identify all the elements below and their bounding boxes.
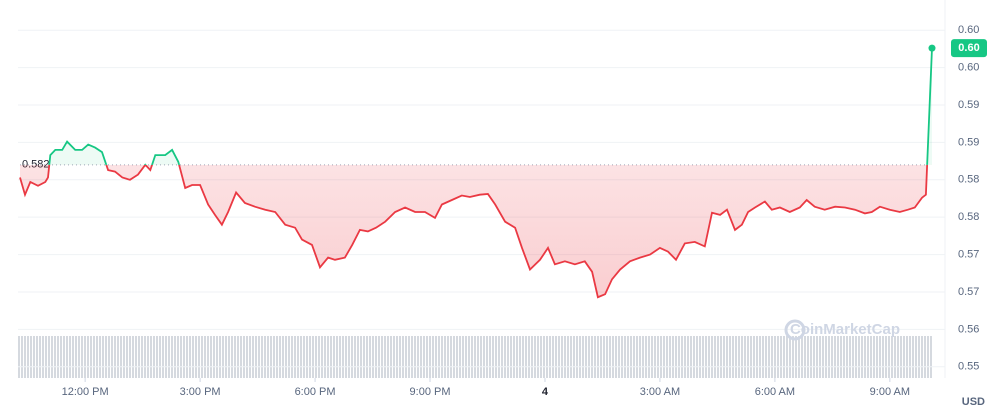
area-down	[20, 164, 928, 298]
currency-label: USD	[962, 396, 985, 408]
y-tick-label: 0.60	[958, 61, 979, 73]
price-tag	[951, 39, 987, 58]
x-tick-label: 6:00 PM	[295, 386, 336, 398]
last-point	[928, 44, 936, 52]
price-tag-label: 0.60	[958, 42, 979, 54]
x-tick-label: 12:00 PM	[62, 386, 109, 398]
x-tick-label: 3:00 AM	[640, 386, 680, 398]
y-tick-label: 0.59	[958, 99, 979, 111]
price-line-down	[19, 164, 929, 299]
x-tick-label: 6:00 AM	[755, 386, 795, 398]
x-tick-label: 3:00 PM	[180, 386, 221, 398]
y-tick-label: 0.57	[958, 248, 979, 260]
watermark: CoinMarketCap	[790, 321, 900, 338]
y-tick-label: 0.59	[958, 136, 979, 148]
x-tick-label: 9:00 PM	[410, 386, 451, 398]
y-tick-label: 0.58	[958, 174, 979, 186]
x-tick-label: 4	[542, 386, 549, 398]
y-tick-label: 0.55	[958, 361, 979, 373]
watermark-logo	[784, 319, 806, 341]
y-tick-label: 0.57	[958, 286, 979, 298]
y-tick-label: 0.58	[958, 211, 979, 223]
x-tick-label: 9:00 AM	[870, 386, 910, 398]
y-tick-label: 0.56	[958, 323, 979, 335]
y-tick-label: 0.60	[958, 24, 979, 36]
volume-bars	[18, 336, 932, 378]
